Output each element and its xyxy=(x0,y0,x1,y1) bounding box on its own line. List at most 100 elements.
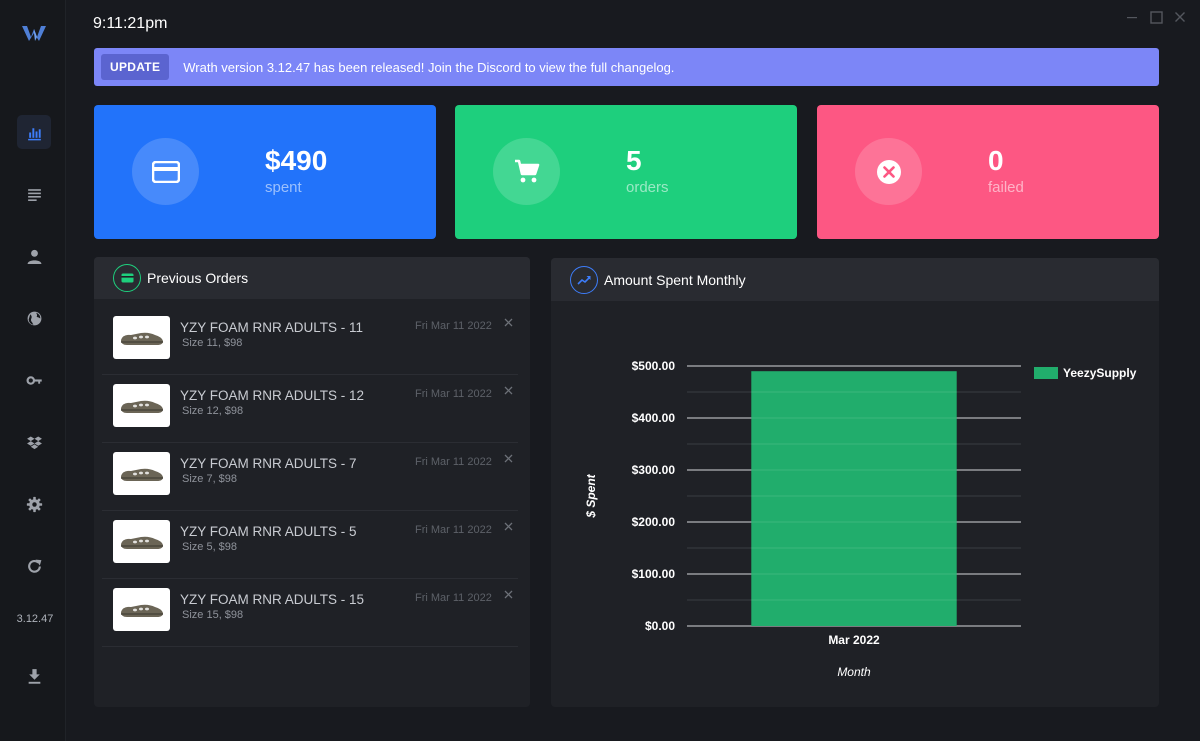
order-name: YZY FOAM RNR ADULTS - 7 xyxy=(180,456,357,471)
nav-dashboard[interactable] xyxy=(17,115,51,149)
stat-failed-label: failed xyxy=(988,179,1024,196)
orders-header-icon-circle xyxy=(113,264,141,292)
order-row: YZY FOAM RNR ADULTS - 12 Size 12, $98 Fri … xyxy=(102,375,518,443)
download-button[interactable] xyxy=(17,659,51,693)
stat-icon-circle xyxy=(493,138,560,205)
order-date: Fri Mar 11 2022 xyxy=(415,388,492,400)
close-window-button[interactable] xyxy=(1173,10,1187,24)
remove-order-button[interactable] xyxy=(504,587,513,602)
minimize-icon xyxy=(1127,17,1137,19)
close-icon xyxy=(504,454,513,463)
order-date: Fri Mar 11 2022 xyxy=(415,524,492,536)
trending-up-icon xyxy=(577,275,591,285)
legend-swatch xyxy=(1034,367,1058,379)
close-icon xyxy=(504,386,513,395)
stat-card-orders: 5 orders xyxy=(455,105,797,239)
nav-proxies[interactable] xyxy=(17,301,51,335)
refresh-icon xyxy=(27,559,41,573)
sidebar: 3.12.47 xyxy=(0,0,66,741)
app-version: 3.12.47 xyxy=(16,613,54,625)
order-name: YZY FOAM RNR ADULTS - 11 xyxy=(180,320,364,335)
order-detail: Size 12, $98 xyxy=(182,405,244,417)
wrath-logo-icon xyxy=(22,26,46,41)
minimize-button[interactable] xyxy=(1125,10,1139,24)
y-tick-label: $300.00 xyxy=(632,463,676,477)
amount-spent-title: Amount Spent Monthly xyxy=(604,271,746,288)
bar xyxy=(751,371,957,626)
stat-card-failed: 0 failed xyxy=(817,105,1159,239)
order-name: YZY FOAM RNR ADULTS - 12 xyxy=(180,388,365,403)
y-tick-label: $0.00 xyxy=(645,619,675,633)
maximize-button[interactable] xyxy=(1149,10,1163,24)
remove-order-button[interactable] xyxy=(504,451,513,466)
stat-failed-value: 0 xyxy=(988,145,1004,176)
update-banner: UPDATE Wrath version 3.12.47 has been re… xyxy=(94,48,1159,86)
nav-profiles[interactable] xyxy=(17,239,51,273)
nav-tasks[interactable] xyxy=(17,177,51,211)
previous-orders-header: Previous Orders xyxy=(94,257,530,299)
order-row: YZY FOAM RNR ADULTS - 7 Size 7, $98 Fri Ma… xyxy=(102,443,518,511)
credit-card-icon xyxy=(121,273,133,283)
close-icon xyxy=(504,522,513,531)
update-message: Wrath version 3.12.47 has been released!… xyxy=(183,59,675,75)
remove-order-button[interactable] xyxy=(504,315,513,330)
order-row: YZY FOAM RNR ADULTS - 11 Size 11, $98 Fri … xyxy=(102,307,518,375)
nav-settings[interactable] xyxy=(17,487,51,521)
shoe-icon xyxy=(120,536,163,549)
order-detail: Size 11, $98 xyxy=(182,337,243,349)
close-icon xyxy=(504,318,513,327)
nav-captcha[interactable] xyxy=(17,425,51,459)
stat-orders-value: 5 xyxy=(626,145,642,176)
stat-icon-circle xyxy=(132,138,199,205)
shopping-cart-icon xyxy=(514,159,539,182)
gear-icon xyxy=(26,496,42,512)
cancel-circle-icon xyxy=(876,159,901,184)
globe-icon xyxy=(27,311,41,325)
amount-spent-header: Amount Spent Monthly xyxy=(551,258,1159,301)
user-icon xyxy=(27,249,41,264)
y-tick-label: $200.00 xyxy=(632,515,676,529)
stat-icon-circle xyxy=(855,138,922,205)
list-icon xyxy=(27,188,41,201)
y-tick-label: $400.00 xyxy=(632,411,676,425)
bar-chart-icon xyxy=(27,127,41,140)
product-thumbnail xyxy=(113,316,170,359)
close-icon xyxy=(1175,12,1185,22)
x-axis-title: Month xyxy=(837,665,871,679)
update-badge: UPDATE xyxy=(101,54,170,80)
nav-accounts[interactable] xyxy=(17,363,51,397)
remove-order-button[interactable] xyxy=(504,519,513,534)
order-row: YZY FOAM RNR ADULTS - 15 Size 15, $98 Fri … xyxy=(102,579,518,647)
remove-order-button[interactable] xyxy=(504,383,513,398)
order-date: Fri Mar 11 2022 xyxy=(415,592,492,604)
nav-refresh[interactable] xyxy=(17,549,51,583)
product-thumbnail xyxy=(113,588,170,631)
stat-spent-label: spent xyxy=(265,179,302,196)
order-name: YZY FOAM RNR ADULTS - 15 xyxy=(180,592,365,607)
shoe-icon xyxy=(120,400,163,413)
amount-spent-panel: Amount Spent Monthly $0.00 $100.00 $200.00… xyxy=(551,258,1159,707)
order-detail: Size 5, $98 xyxy=(182,541,238,553)
y-axis-title: $ Spent xyxy=(584,473,598,518)
y-tick-label: $500.00 xyxy=(632,359,676,373)
previous-orders-panel: Previous Orders YZY FOAM RNR ADULTS - 11… xyxy=(94,257,530,707)
maximize-icon xyxy=(1149,10,1163,24)
previous-orders-title: Previous Orders xyxy=(147,270,249,286)
order-detail: Size 7, $98 xyxy=(182,473,238,485)
stat-orders-label: orders xyxy=(626,179,669,196)
close-icon xyxy=(504,590,513,599)
order-name: YZY FOAM RNR ADULTS - 5 xyxy=(180,524,357,539)
order-detail: Size 15, $98 xyxy=(182,609,244,621)
product-thumbnail xyxy=(113,452,170,495)
stat-card-spent: $490 spent xyxy=(94,105,436,239)
order-row: YZY FOAM RNR ADULTS - 5 Size 5, $98 Fri Ma… xyxy=(102,511,518,579)
shoe-icon xyxy=(120,332,163,345)
order-date: Fri Mar 11 2022 xyxy=(415,320,492,332)
credit-card-icon xyxy=(151,160,180,183)
amount-spent-chart: $0.00 $100.00 $200.00 $300.00 $400.00 $500.00… xyxy=(584,359,1137,679)
product-thumbnail xyxy=(113,384,170,427)
chart-header-icon-circle xyxy=(570,265,598,294)
stat-spent-value: $490 xyxy=(265,145,328,176)
download-icon xyxy=(28,668,40,684)
order-date: Fri Mar 11 2022 xyxy=(415,456,492,468)
